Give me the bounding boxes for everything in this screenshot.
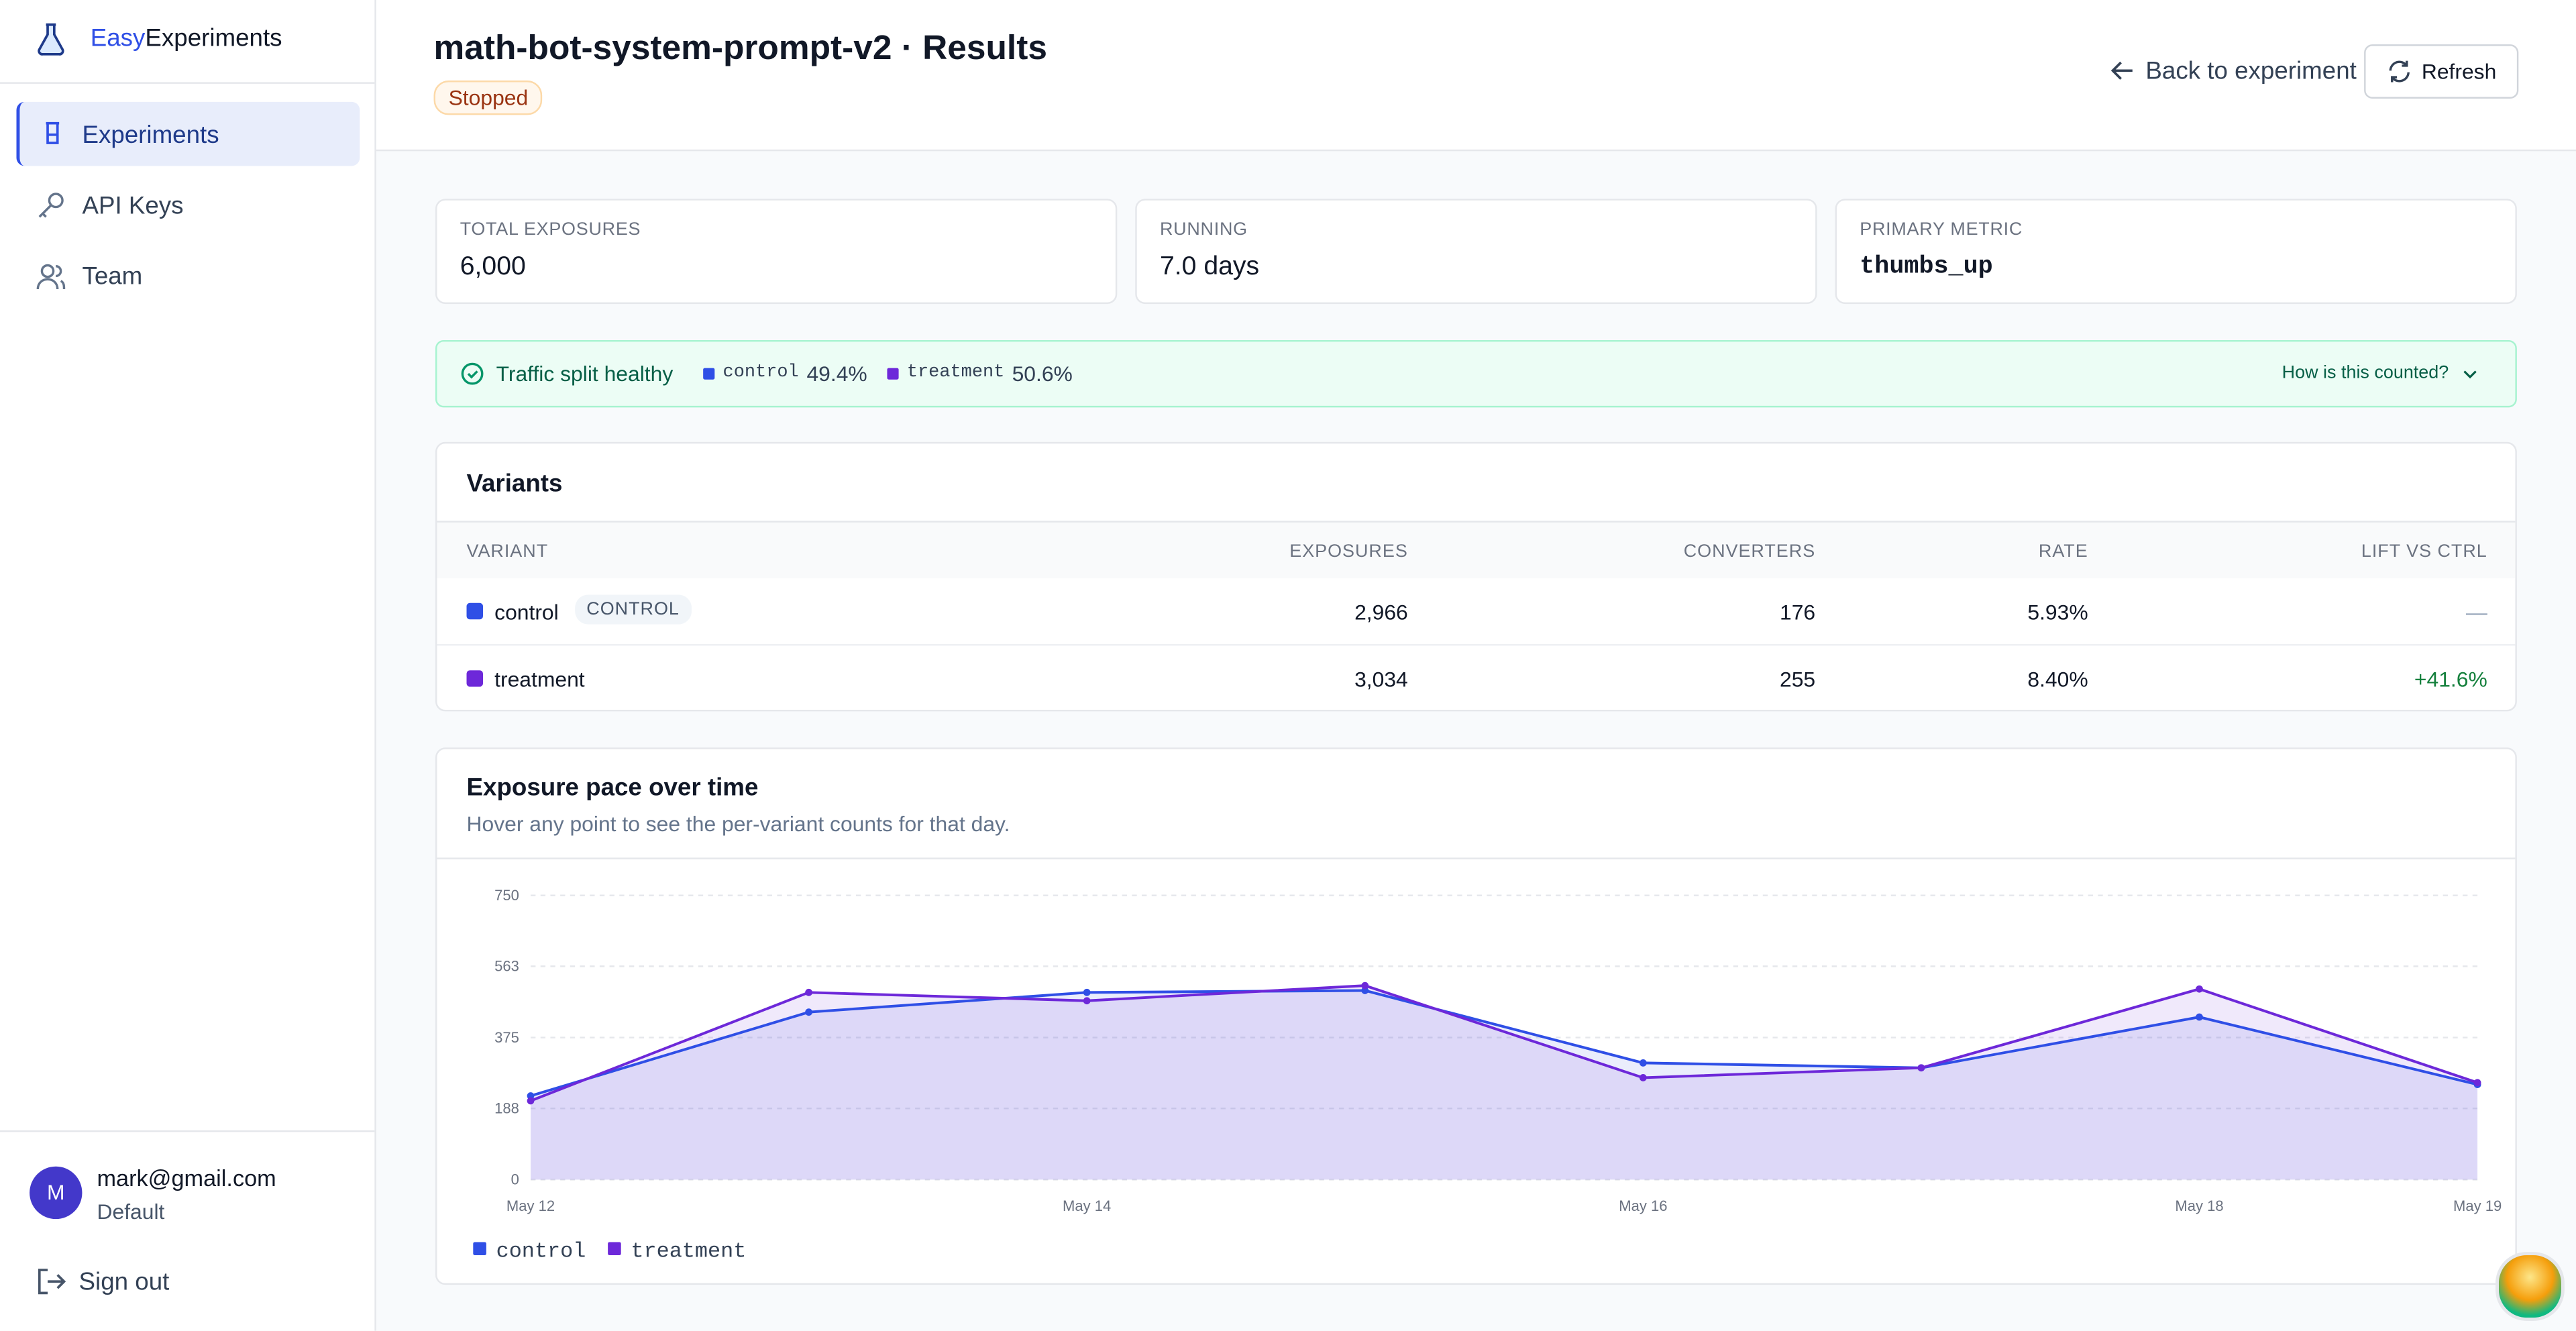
brand-easy: Easy (90, 24, 146, 53)
traffic-status: Traffic split healthy (496, 361, 674, 386)
header: math-bot-system-prompt-v2 · Results Stop… (376, 0, 2576, 152)
x-tick-label: May 16 (1619, 1197, 1667, 1214)
cell: 8.40% (2027, 667, 2088, 692)
table-row: treatment 3,034 255 8.40% +41.6% (437, 644, 2516, 710)
cell: 2,966 (1354, 599, 1408, 625)
traffic-banner: Traffic split healthy control 49.4% trea… (435, 339, 2517, 408)
column-header: VARIANT (466, 542, 549, 562)
help-toggle[interactable]: How is this counted? (2282, 363, 2449, 383)
sign-out[interactable]: Sign out (78, 1268, 170, 1297)
x-tick-label: May 19 (2453, 1197, 2502, 1214)
legend-swatch (473, 1242, 486, 1256)
point (1639, 1059, 1647, 1067)
point (1639, 1074, 1647, 1081)
legend-label: treatment (631, 1239, 746, 1263)
cell: 176 (1779, 599, 1816, 625)
nav-label: Team (82, 262, 143, 291)
nav-item[interactable]: Team (16, 243, 356, 307)
cell: treatment (494, 667, 585, 692)
back-link[interactable]: Back to experiment (2145, 57, 2357, 86)
table-head: VARIANT EXPOSURES CONVERTERS RATE LIFT V… (437, 521, 2516, 579)
x-tick-label: May 14 (1063, 1197, 1111, 1214)
column-header: RATE (2038, 542, 2088, 562)
point (2473, 1079, 2481, 1087)
stat-value: 6,000 (460, 253, 526, 281)
page-title: math-bot-system-prompt-v2 · Results (433, 30, 1047, 68)
y-tick-label: 375 (494, 1029, 519, 1046)
point (1083, 988, 1091, 996)
stat-card: TOTAL EXPOSURES 6,000 (435, 199, 1118, 305)
logo (38, 23, 64, 56)
nav-item[interactable]: Experiments (16, 101, 360, 166)
line (530, 989, 2478, 1098)
section-title: Variants (466, 470, 563, 498)
chart: 0 188 375 563 750 May 12 May 14 May 16 May 18 May… (473, 887, 2502, 1263)
stat-label: RUNNING (1159, 220, 1248, 240)
legend-label: control (496, 1239, 586, 1263)
line (530, 984, 2478, 1102)
status-badge: Stopped (433, 81, 543, 115)
assistant-button[interactable] (2496, 1252, 2565, 1321)
legend-swatch (608, 1242, 621, 1256)
point (805, 988, 812, 996)
chart-card: Exposure pace over time Hover any point … (435, 747, 2517, 1285)
split-share: 50.6% (1012, 361, 1073, 386)
point (1083, 997, 1091, 1005)
split-share: 49.4% (806, 361, 867, 386)
cell: 255 (1779, 667, 1816, 692)
point (2196, 985, 2203, 993)
refresh-label: Refresh (2421, 59, 2497, 84)
area (531, 986, 2478, 1180)
point (805, 1008, 812, 1016)
refresh-button[interactable]: Refresh (2364, 44, 2519, 99)
brand-name: Experiments (145, 24, 282, 53)
section-subtitle: Hover any point to see the per-variant c… (466, 811, 1010, 837)
table-row: control CONTROL 2,966 176 5.93% — (437, 578, 2515, 644)
point (2196, 1013, 2203, 1021)
cell: +41.6% (2414, 667, 2487, 692)
control-badge: CONTROL (575, 594, 692, 625)
point (1917, 1064, 1925, 1072)
column-header: CONVERTERS (1683, 542, 1816, 562)
x-tick-label: May 12 (506, 1197, 555, 1214)
y-tick-label: 0 (511, 1171, 519, 1188)
nav-label: API Keys (82, 192, 184, 221)
cell: control (494, 599, 559, 625)
nav-item[interactable]: API Keys (16, 172, 356, 237)
point (527, 1097, 535, 1105)
avatar: M (30, 1166, 83, 1220)
stat-value: thumbs_up (1860, 253, 1993, 281)
user-email: mark@gmail.com (97, 1165, 276, 1191)
section-title: Exposure pace over time (466, 774, 759, 802)
cell: — (2465, 599, 2487, 625)
stat-card: PRIMARY METRIC thumbs_up (1835, 199, 2517, 305)
column-header: LIFT VS CTRL (2361, 542, 2487, 562)
stat-card: RUNNING 7.0 days (1135, 199, 1817, 305)
split-name: control (722, 363, 799, 383)
x-tick-label: May 18 (2175, 1197, 2223, 1214)
y-tick-label: 188 (494, 1100, 519, 1117)
variants-card: Variants VARIANT EXPOSURES CONVERTERS RA… (435, 441, 2517, 712)
area (531, 990, 2478, 1180)
y-tick-label: 563 (494, 958, 519, 975)
workspace: Default (97, 1199, 165, 1224)
split-name: treatment (906, 363, 1005, 383)
point (1361, 981, 1369, 990)
column-header: EXPOSURES (1289, 542, 1408, 562)
stat-value: 7.0 days (1159, 253, 1260, 281)
y-tick-label: 750 (494, 887, 519, 904)
cell: 5.93% (2027, 599, 2088, 625)
stat-label: TOTAL EXPOSURES (460, 220, 641, 240)
sidebar: EasyExperiments Experiments API Keys Tea… (0, 0, 376, 1331)
brand: EasyExperiments (91, 25, 282, 53)
cell: 3,034 (1354, 667, 1408, 692)
nav-label: Experiments (82, 121, 219, 150)
stat-label: PRIMARY METRIC (1860, 220, 2023, 240)
